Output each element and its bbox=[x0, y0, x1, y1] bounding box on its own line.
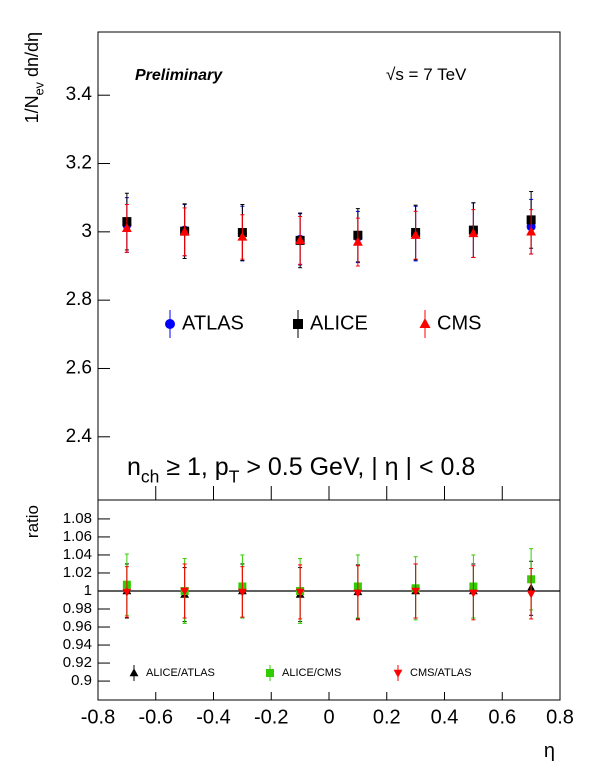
y-tick-label: 0.96 bbox=[63, 618, 92, 635]
text-part: Preliminary bbox=[135, 67, 223, 84]
legend-marker bbox=[129, 668, 139, 677]
data-point bbox=[526, 590, 536, 599]
text-part: > 0.5 GeV, | η | < 0.8 bbox=[239, 453, 475, 481]
data-point bbox=[353, 589, 363, 598]
text-part: √s = 7 TeV bbox=[386, 65, 467, 84]
y-tick-label: 1.08 bbox=[63, 510, 92, 527]
y-tick-label: 3.4 bbox=[66, 84, 93, 105]
data-point bbox=[295, 588, 305, 597]
text-part: T bbox=[229, 467, 240, 487]
annotation: nch ≥ 1, pT > 0.5 GeV, | η | < 0.8 bbox=[127, 453, 475, 487]
annotation: √s = 7 TeV bbox=[386, 65, 467, 84]
x-tick-label: 0.2 bbox=[373, 706, 401, 728]
y-tick-label: 3 bbox=[81, 221, 92, 242]
x-tick-label: -0.6 bbox=[139, 706, 173, 728]
data-point bbox=[180, 587, 190, 596]
text-part: η bbox=[544, 740, 555, 762]
text-part: n bbox=[127, 453, 141, 481]
y-tick-label: 1 bbox=[84, 582, 92, 599]
legend-label: CMS/ATLAS bbox=[410, 667, 472, 679]
data-point bbox=[468, 589, 478, 598]
data-point bbox=[468, 228, 479, 238]
data-point bbox=[179, 226, 190, 236]
x-tick-label: 0.8 bbox=[546, 706, 574, 728]
text-part: ratio bbox=[23, 505, 42, 538]
legend-label: ALICE bbox=[310, 312, 368, 334]
y-tick-label: 2.4 bbox=[66, 426, 93, 447]
y-tick-label: 0.92 bbox=[63, 654, 92, 671]
legend-label: ALICE/CMS bbox=[282, 667, 341, 679]
annotation: Preliminary bbox=[135, 67, 223, 84]
data-point bbox=[411, 587, 421, 596]
data-point bbox=[237, 588, 247, 597]
legend-marker bbox=[293, 319, 303, 329]
legend-marker bbox=[393, 669, 403, 678]
data-point bbox=[122, 588, 132, 597]
y-tick-label: 0.9 bbox=[71, 672, 92, 689]
y-tick-label: 1.02 bbox=[63, 564, 92, 581]
text-part: dn/dη bbox=[22, 32, 42, 82]
data-point bbox=[237, 231, 248, 241]
y-tick-label: 2.8 bbox=[66, 289, 92, 310]
text-part: ev bbox=[32, 81, 46, 95]
legend-marker bbox=[419, 318, 431, 328]
y-axis-label: ratio bbox=[23, 505, 42, 538]
y-tick-label: 0.94 bbox=[63, 636, 92, 653]
y-tick-label: 3.2 bbox=[66, 153, 92, 174]
x-axis-label: η bbox=[544, 740, 555, 762]
y-tick-label: 0.98 bbox=[63, 600, 92, 617]
legend-marker bbox=[165, 319, 175, 329]
x-tick-label: -0.2 bbox=[254, 706, 288, 728]
x-tick-label: 0.4 bbox=[431, 706, 459, 728]
text-part: ≥ 1, p bbox=[159, 453, 228, 481]
x-tick-label: 0.6 bbox=[488, 706, 516, 728]
x-tick-label: 0 bbox=[323, 706, 334, 728]
text-part: ch bbox=[141, 467, 159, 487]
legend-label: CMS bbox=[437, 312, 481, 334]
y-tick-label: 1.06 bbox=[63, 528, 92, 545]
data-point bbox=[410, 229, 421, 239]
y-tick-label: 1.04 bbox=[63, 546, 92, 563]
data-point bbox=[121, 223, 132, 233]
x-tick-label: -0.8 bbox=[81, 706, 115, 728]
top-frame bbox=[97, 31, 561, 501]
text-part: 1/N bbox=[22, 95, 42, 123]
data-point bbox=[526, 226, 537, 236]
legend-marker bbox=[266, 669, 274, 677]
legend-label: ATLAS bbox=[182, 312, 244, 334]
y-axis-label: 1/Nev dn/dη bbox=[22, 32, 46, 123]
y-tick-label: 2.6 bbox=[66, 357, 92, 378]
data-point bbox=[295, 234, 306, 244]
data-point bbox=[352, 236, 363, 246]
legend-label: ALICE/ATLAS bbox=[146, 667, 215, 679]
x-tick-label: -0.4 bbox=[196, 706, 230, 728]
